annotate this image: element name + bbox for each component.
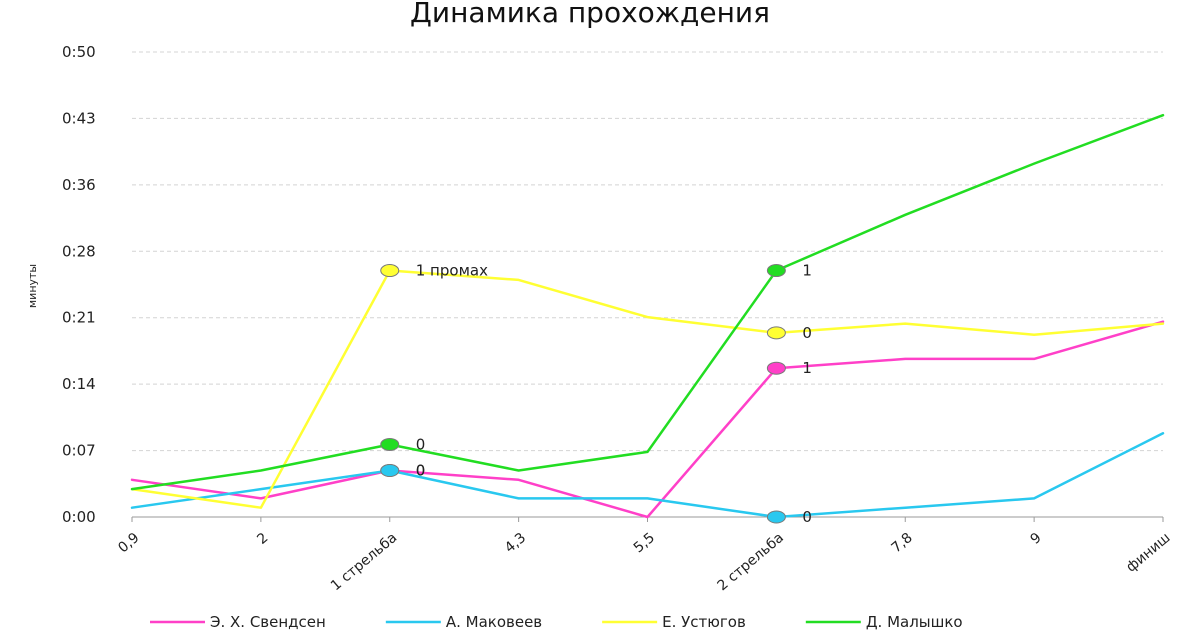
x-tick-label: 9 bbox=[1028, 530, 1045, 548]
axes: 0:00 0:07 0:14 0:21 0:28 0:36 0:43 0:50 0,9 2 1 ст… bbox=[62, 43, 1174, 594]
data-label: 0 bbox=[802, 508, 812, 526]
y-axis-label: минуты bbox=[26, 264, 39, 308]
x-tick-label: 2 bbox=[254, 530, 271, 548]
data-label: 0 bbox=[416, 435, 426, 453]
y-tick-label: 0:07 bbox=[62, 442, 96, 460]
y-tick-label: 0:28 bbox=[62, 242, 96, 260]
x-tick-label: 5,5 bbox=[631, 530, 658, 557]
legend-label: А. Маковеев bbox=[446, 613, 542, 630]
data-marker bbox=[380, 437, 400, 451]
data-label: 0 bbox=[416, 462, 426, 480]
x-tick-label: 7,8 bbox=[888, 530, 915, 557]
series-line bbox=[130, 269, 1165, 509]
data-marker bbox=[766, 264, 786, 278]
x-tick-label: 1 стрельба bbox=[328, 530, 400, 594]
data-marker bbox=[380, 464, 400, 477]
legend: Э. Х. Свендсен А. Маковеев Е. Устюгов Д. Ма… bbox=[150, 613, 963, 630]
data-label: 1 промах bbox=[416, 262, 488, 280]
markers-group bbox=[380, 264, 786, 524]
legend-label: Е. Устюгов bbox=[662, 613, 746, 630]
data-label: 0 bbox=[416, 462, 426, 480]
series-line bbox=[130, 113, 1165, 491]
data-marker bbox=[766, 510, 786, 524]
y-tick-label: 0:21 bbox=[62, 309, 96, 327]
x-tick-label: финиш bbox=[1123, 530, 1173, 576]
y-tick-label: 0:36 bbox=[62, 176, 96, 194]
legend-label: Д. Малышко bbox=[866, 613, 963, 630]
y-tick-label: 0:00 bbox=[62, 508, 96, 526]
y-tick-label: 0:14 bbox=[62, 375, 96, 393]
legend-label: Э. Х. Свендсен bbox=[210, 613, 326, 630]
series-group bbox=[130, 113, 1165, 519]
series-line bbox=[130, 320, 1165, 519]
y-tick-label: 0:50 bbox=[62, 43, 96, 61]
chart-title: Динамика прохождения bbox=[410, 0, 770, 29]
data-label: 1 bbox=[802, 359, 812, 377]
data-marker bbox=[766, 361, 786, 375]
x-tick-label: 4,3 bbox=[502, 530, 529, 557]
data-marker bbox=[380, 264, 400, 278]
y-tick-label: 0:43 bbox=[62, 109, 96, 127]
x-tick-label: 2 стрельба bbox=[715, 530, 787, 594]
data-label: 1 bbox=[802, 262, 812, 280]
data-marker bbox=[766, 326, 786, 340]
data-label: 0 bbox=[802, 324, 812, 342]
grid bbox=[132, 51, 1163, 452]
series-line bbox=[130, 432, 1165, 519]
x-tick-label: 0,9 bbox=[115, 530, 142, 557]
